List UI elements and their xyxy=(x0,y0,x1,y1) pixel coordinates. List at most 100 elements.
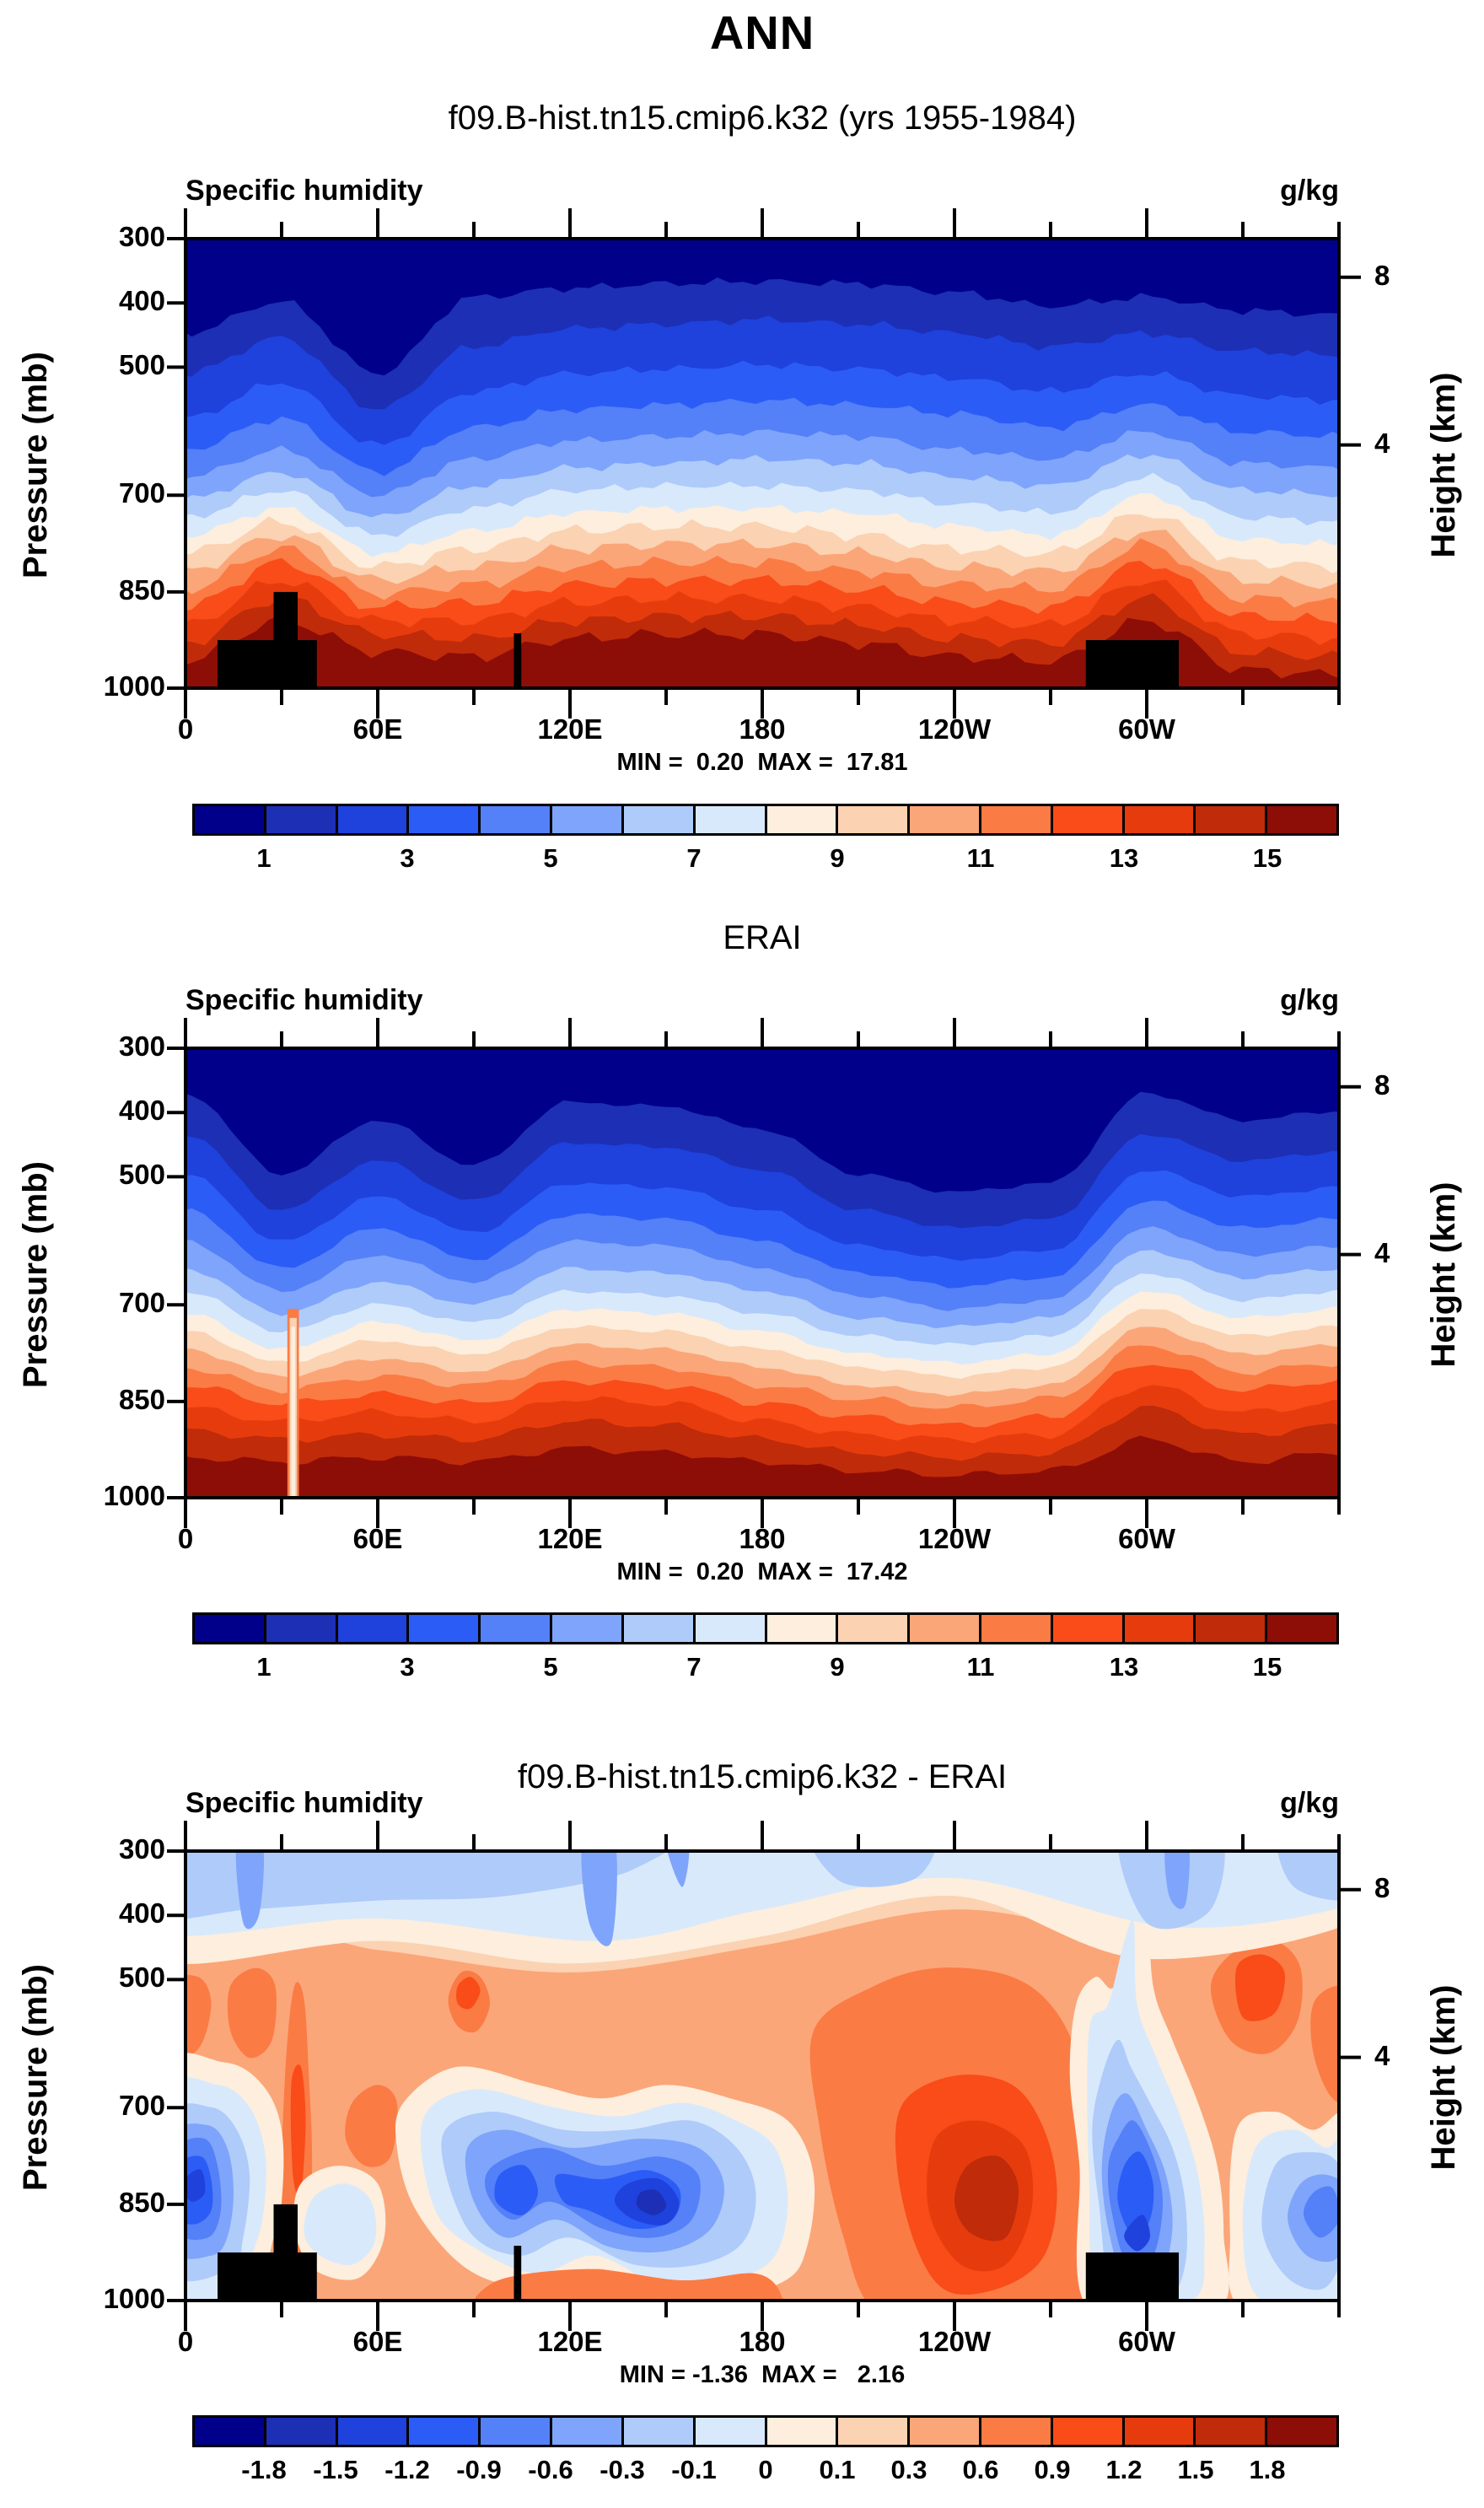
contour-field xyxy=(186,1851,1339,2301)
pressure-axis-title: Pressure (mb) xyxy=(17,352,54,579)
colorbar-cell xyxy=(695,1615,767,1642)
colorbar xyxy=(192,804,1339,836)
colorbar-tick-label: 5 xyxy=(543,1652,558,1682)
colorbar-cell xyxy=(695,2418,767,2445)
colorbar-cell xyxy=(1196,806,1268,833)
topography-block xyxy=(273,2204,298,2301)
pressure-tick-label: 850 xyxy=(118,2186,165,2218)
colorbar-cell xyxy=(481,806,553,833)
colorbar-cell xyxy=(766,806,839,833)
topography-block xyxy=(1085,2252,1179,2301)
colorbar-cell xyxy=(266,1615,338,1642)
axes xyxy=(167,1821,1361,2331)
colorbar-tick-label: -0.3 xyxy=(600,2455,645,2484)
colorbar-cell xyxy=(910,2418,981,2445)
colorbar-tick-label: 7 xyxy=(686,843,702,873)
colorbar-cell xyxy=(481,2418,553,2445)
colorbar-tick-label: 0.3 xyxy=(890,2455,928,2484)
colorbar-cell xyxy=(1052,1615,1125,1642)
pressure-tick-label: 700 xyxy=(118,1287,165,1319)
colorbar-cell xyxy=(552,1615,624,1642)
pressure-tick-label: 500 xyxy=(118,1159,165,1191)
colorbar-tick-label: 1.2 xyxy=(1105,2455,1143,2484)
longitude-tick-label: 120E xyxy=(537,713,603,745)
colorbar-cell xyxy=(623,1615,696,1642)
pressure-tick-label: 400 xyxy=(118,1095,165,1127)
colorbar-tick-label: -0.1 xyxy=(671,2455,717,2484)
colorbar-cell xyxy=(1196,1615,1268,1642)
contour-plot-svg xyxy=(167,1821,1361,2331)
colorbar-cell xyxy=(552,2418,624,2445)
colorbar-cell xyxy=(1124,2418,1196,2445)
contour-plot xyxy=(135,1006,1390,1548)
colorbar-cell xyxy=(1267,1615,1336,1642)
panel-title: ERAI xyxy=(723,919,802,956)
longitude-tick-label: 60W xyxy=(1118,1523,1175,1554)
contour-field xyxy=(186,1048,1339,1498)
pressure-axis-title: Pressure (mb) xyxy=(17,1161,54,1388)
pressure-tick-label: 300 xyxy=(118,1833,165,1865)
field-label: Specific humidity xyxy=(186,984,423,1016)
units-label: g/kg xyxy=(1280,1787,1339,1819)
longitude-tick-label: 180 xyxy=(739,2326,786,2357)
axes xyxy=(167,208,1361,718)
colorbar-cell xyxy=(552,806,624,833)
pressure-tick-label: 850 xyxy=(118,573,165,605)
colorbar-cell xyxy=(981,1615,1053,1642)
colorbar-cell xyxy=(195,2418,266,2445)
topography-block xyxy=(1085,640,1179,688)
contour-field xyxy=(186,239,1339,688)
topography-block xyxy=(218,2252,317,2301)
colorbar-cell xyxy=(838,2418,911,2445)
colorbar-tick-label: 0.6 xyxy=(962,2455,999,2484)
colorbar xyxy=(192,1612,1339,1644)
longitude-tick-label: 120W xyxy=(917,2326,992,2357)
colorbar-cell xyxy=(1267,806,1336,833)
colorbar-tick-label: 0.9 xyxy=(1034,2455,1071,2484)
height-tick-label: 4 xyxy=(1374,2039,1390,2071)
pressure-tick-label: 850 xyxy=(118,1383,165,1415)
colorbar-cell xyxy=(1052,806,1125,833)
colorbar-cell xyxy=(623,806,696,833)
colorbar-cell xyxy=(1267,2418,1336,2445)
height-tick-label: 8 xyxy=(1374,1871,1390,1903)
colorbar-cell xyxy=(409,1615,481,1642)
pressure-tick-label: 400 xyxy=(118,1897,165,1929)
longitude-tick-label: 60W xyxy=(1118,713,1175,745)
colorbar-cell xyxy=(337,1615,410,1642)
contour-plot-svg xyxy=(167,1018,1361,1528)
main-title: ANN xyxy=(709,6,815,59)
colorbar-cell xyxy=(337,806,410,833)
colorbar-tick-label: 3 xyxy=(400,1652,415,1682)
colorbar-tick-label: 13 xyxy=(1109,1652,1139,1682)
colorbar-tick-label: 13 xyxy=(1109,843,1139,873)
topography-block xyxy=(273,591,298,688)
longitude-tick-label: 180 xyxy=(739,1523,786,1554)
height-tick-label: 4 xyxy=(1374,1236,1390,1268)
longitude-tick-label: 120E xyxy=(537,2326,603,2357)
panel-title: f09.B-hist.tn15.cmip6.k32 - ERAI xyxy=(517,1758,1008,1795)
topography-block xyxy=(513,2246,522,2301)
colorbar-cell xyxy=(1052,2418,1125,2445)
colorbar-cell xyxy=(910,806,981,833)
colorbar-tick-label: -0.9 xyxy=(456,2455,502,2484)
contour-plot xyxy=(135,196,1390,739)
pressure-tick-label: 400 xyxy=(118,285,165,317)
colorbar-tick-label: 1 xyxy=(256,843,272,873)
pressure-tick-label: 1000 xyxy=(103,1480,165,1511)
pressure-tick-label: 300 xyxy=(118,1031,165,1062)
longitude-tick-label: 0 xyxy=(177,1523,194,1554)
colorbar-tick-label: 1.8 xyxy=(1249,2455,1286,2484)
colorbar-cell xyxy=(266,2418,338,2445)
minmax-label: MIN = 0.20 MAX = 17.81 xyxy=(616,749,908,776)
panel-title: f09.B-hist.tn15.cmip6.k32 (yrs 1955-1984… xyxy=(448,100,1077,137)
colorbar-cell xyxy=(695,806,767,833)
colorbar-tick-label: 9 xyxy=(830,843,845,873)
colorbar-tick-label: 7 xyxy=(686,1652,702,1682)
colorbar-cell xyxy=(766,1615,839,1642)
longitude-tick-label: 180 xyxy=(739,713,786,745)
minmax-label: MIN = -1.36 MAX = 2.16 xyxy=(619,2361,906,2388)
colorbar-tick-label: 15 xyxy=(1252,1652,1282,1682)
